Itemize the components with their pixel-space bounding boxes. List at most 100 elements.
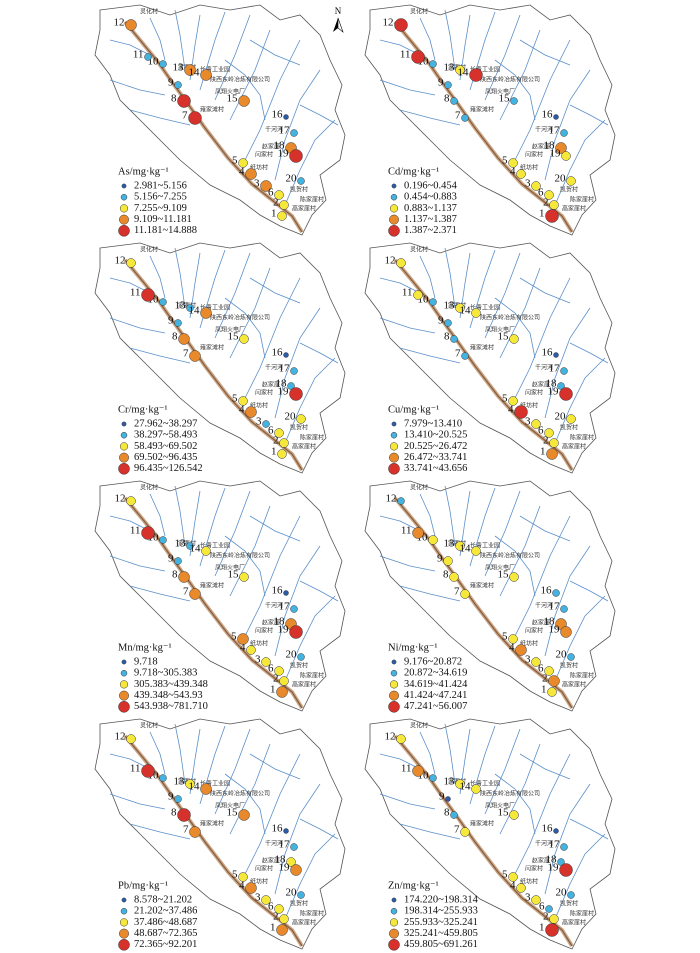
sample-site xyxy=(531,419,541,429)
site-number: 10 xyxy=(418,294,430,306)
site-number: 9 xyxy=(439,791,445,803)
tributary xyxy=(554,357,606,444)
place-label: 灵化村 xyxy=(410,484,428,492)
place-label: 长青工业园 xyxy=(200,542,230,550)
place-label: 陕西东岭冶炼有限公司 xyxy=(480,552,540,560)
site-number: 15 xyxy=(498,331,510,343)
legend-range: 26.472~33.741 xyxy=(404,452,467,463)
place-label: 赵家崖 xyxy=(532,381,550,389)
sample-site xyxy=(188,111,202,125)
site-number: 6 xyxy=(539,901,545,913)
sample-site xyxy=(245,882,257,894)
legend-symbol xyxy=(120,669,128,677)
site-number: 6 xyxy=(268,425,274,437)
sample-site xyxy=(177,94,191,108)
place-label: 雍家滩村 xyxy=(200,582,224,590)
tributary xyxy=(444,9,456,71)
site-number: 20 xyxy=(286,887,298,899)
sample-site xyxy=(560,626,572,638)
sample-site xyxy=(471,308,481,318)
site-number: 12 xyxy=(385,255,396,267)
sample-site xyxy=(509,572,519,582)
sample-site xyxy=(260,180,272,192)
map-panel: 灵化村家寨村长青工业园陕西东岭冶炼有限公司凤翔火电厂雍家滩村千河河赵家崖闫家村纸… xyxy=(364,4,616,237)
site-number: 11 xyxy=(402,287,413,299)
tributary xyxy=(299,342,339,364)
sample-site xyxy=(508,872,518,882)
tributary xyxy=(494,59,536,121)
site-number: 10 xyxy=(148,770,160,782)
tributary xyxy=(229,267,271,359)
sample-site xyxy=(126,734,136,744)
legend-symbol xyxy=(391,659,397,665)
tributary xyxy=(494,535,536,597)
place-label: 纸坊村 xyxy=(250,640,268,648)
legend-range: 34.619~41.424 xyxy=(404,679,468,690)
legend-symbol xyxy=(121,897,127,903)
sample-site xyxy=(412,527,424,539)
sample-site xyxy=(567,891,575,899)
site-number: 9 xyxy=(438,315,444,327)
site-number: 10 xyxy=(418,56,430,68)
site-number: 9 xyxy=(437,553,443,565)
place-label: 纸坊村 xyxy=(250,878,268,886)
site-number: 14 xyxy=(189,781,201,793)
tributary xyxy=(244,515,301,637)
site-number: 15 xyxy=(227,93,239,105)
legend-symbol xyxy=(389,918,399,927)
tributary xyxy=(174,9,186,71)
legend-symbol xyxy=(389,214,399,225)
legend-range: 7.979~13.410 xyxy=(404,418,462,429)
tributary xyxy=(484,728,521,815)
site-number: 1 xyxy=(541,684,547,696)
tributary xyxy=(244,753,301,875)
legend-symbol xyxy=(388,463,400,475)
site-number: 10 xyxy=(148,532,160,544)
legend-symbol xyxy=(389,442,399,451)
place-label: 千河河 xyxy=(265,364,283,372)
tributary xyxy=(554,595,606,682)
sample-site xyxy=(289,625,303,639)
tributary xyxy=(129,109,191,126)
sample-site xyxy=(444,319,452,327)
place-label: 千河河 xyxy=(535,602,553,610)
sample-site xyxy=(159,536,167,544)
sample-site xyxy=(560,605,568,613)
place-label: 雍家滩村 xyxy=(470,344,494,352)
sample-site xyxy=(276,924,288,936)
place-label: 凯贺村 xyxy=(560,424,578,432)
site-number: 4 xyxy=(510,166,516,178)
sample-site xyxy=(549,914,559,924)
place-label: 雍家滩村 xyxy=(470,106,494,114)
place-label: 凤翔火电厂 xyxy=(215,326,245,334)
sample-site xyxy=(279,676,289,686)
legend-symbol xyxy=(389,452,399,463)
legend-range: 41.424~47.241 xyxy=(404,690,467,701)
site-number: 14 xyxy=(458,67,470,79)
site-number: 15 xyxy=(498,569,510,581)
site-number: 20 xyxy=(556,887,568,899)
place-label: 长青工业园 xyxy=(470,780,500,788)
sample-site xyxy=(545,209,559,223)
legend-symbol xyxy=(391,897,397,903)
site-number: 11 xyxy=(130,525,141,537)
site-number: 17 xyxy=(549,125,561,137)
sample-site xyxy=(461,114,469,122)
place-label: 长青工业园 xyxy=(200,304,230,312)
north-arrow xyxy=(333,18,338,32)
legend-symbol xyxy=(119,442,129,451)
tributary xyxy=(174,485,186,547)
site-number: 7 xyxy=(183,348,189,360)
sample-site xyxy=(460,589,470,599)
tributary xyxy=(399,109,461,126)
place-label: 凤翔火电厂 xyxy=(485,88,515,96)
site-number: 7 xyxy=(183,824,189,836)
site-number: 2 xyxy=(273,911,279,923)
site-number: 18 xyxy=(274,140,286,152)
tributary xyxy=(519,515,571,542)
place-label: 陈家崖村 xyxy=(300,672,324,680)
site-number: 1 xyxy=(271,208,277,220)
sample-site xyxy=(290,367,298,375)
site-number: 5 xyxy=(232,155,238,167)
sample-site xyxy=(412,765,424,777)
